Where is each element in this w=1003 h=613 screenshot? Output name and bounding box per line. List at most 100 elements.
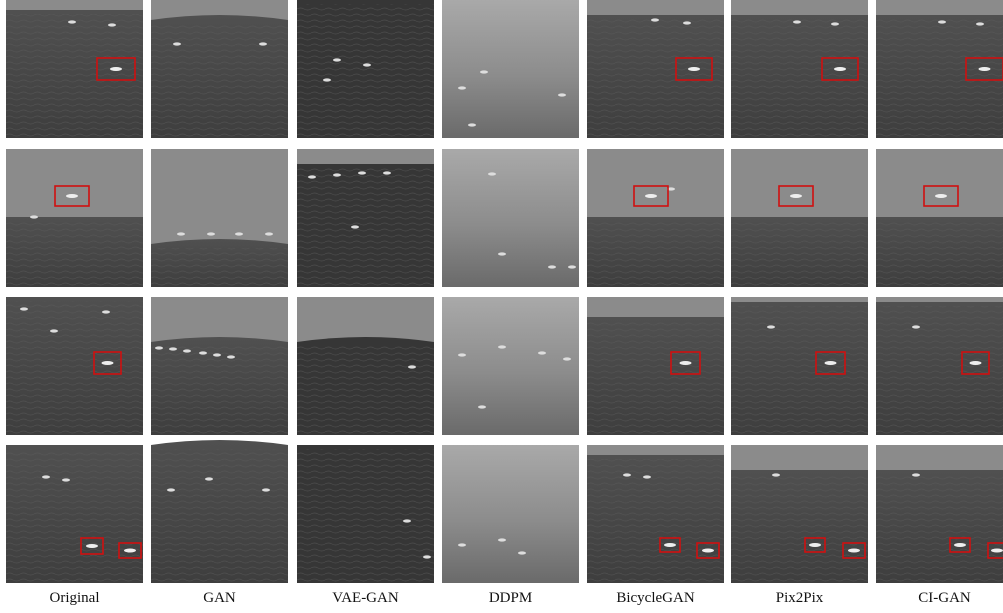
image-tile: [876, 445, 1003, 583]
target: [323, 78, 331, 81]
waves: [6, 301, 143, 435]
target: [790, 194, 802, 198]
target: [623, 473, 631, 476]
target: [102, 310, 110, 313]
image-tile: [731, 0, 868, 138]
target: [183, 349, 191, 352]
target: [265, 232, 273, 235]
target: [538, 351, 546, 354]
target: [68, 20, 76, 23]
target: [308, 175, 316, 178]
target: [848, 549, 860, 553]
target: [954, 543, 966, 547]
target: [688, 67, 700, 71]
image-tile: [731, 297, 868, 435]
image-tile: [297, 0, 434, 138]
target: [124, 549, 136, 553]
waves: [731, 221, 868, 287]
target: [358, 171, 366, 174]
waves: [6, 14, 143, 138]
tile-background: [442, 297, 579, 435]
waves: [731, 474, 868, 583]
target: [970, 361, 982, 365]
waves: [731, 19, 868, 138]
target: [935, 194, 947, 198]
image-tile: [587, 445, 724, 583]
image-tile: [587, 297, 724, 435]
waves: [876, 474, 1003, 583]
target: [458, 353, 466, 356]
target: [702, 549, 714, 553]
target: [30, 215, 38, 218]
target: [458, 86, 466, 89]
target: [66, 194, 78, 198]
target: [177, 232, 185, 235]
image-tile: [876, 149, 1003, 287]
column-label: Original: [50, 590, 100, 606]
waves: [587, 221, 724, 287]
target: [42, 475, 50, 478]
image-tile: [6, 445, 143, 583]
column-label: VAE-GAN: [332, 590, 399, 606]
target: [199, 351, 207, 354]
target: [991, 549, 1003, 553]
target: [498, 538, 506, 541]
target: [333, 58, 341, 61]
target: [235, 232, 243, 235]
target: [683, 21, 691, 24]
image-tile: [442, 149, 579, 287]
image-tile: [731, 445, 868, 583]
figure: OriginalGANVAE-GANDDPMBicycleGANPix2PixC…: [0, 0, 1003, 613]
waves: [731, 306, 868, 435]
target: [262, 488, 270, 491]
target: [213, 353, 221, 356]
target: [478, 405, 486, 408]
image-tile: [151, 297, 288, 435]
waves: [297, 346, 434, 435]
target: [167, 488, 175, 491]
image-tile: [297, 297, 434, 435]
target: [651, 18, 659, 21]
target: [480, 70, 488, 73]
image-tile: [297, 149, 434, 287]
waves: [297, 4, 434, 138]
target: [772, 473, 780, 476]
image-tile: [6, 0, 143, 138]
target: [259, 42, 267, 45]
target: [831, 22, 839, 25]
target: [50, 329, 58, 332]
column-label: DDPM: [489, 590, 532, 606]
target: [498, 252, 506, 255]
waves: [151, 346, 288, 435]
image-tile: [876, 0, 1003, 138]
target: [518, 551, 526, 554]
column-label: Pix2Pix: [776, 590, 824, 606]
target: [563, 357, 571, 360]
image-tile: [442, 297, 579, 435]
target: [645, 194, 657, 198]
image-tile: [151, 440, 288, 583]
target: [643, 475, 651, 478]
waves: [587, 459, 724, 583]
target: [558, 93, 566, 96]
target: [169, 347, 177, 350]
target: [173, 42, 181, 45]
target: [62, 478, 70, 481]
waves: [876, 306, 1003, 435]
target: [498, 345, 506, 348]
image-tile: [151, 0, 288, 138]
target: [568, 265, 576, 268]
waves: [151, 248, 288, 287]
target: [834, 67, 846, 71]
image-tile: [731, 149, 868, 287]
target: [110, 67, 122, 71]
image-tile: [442, 445, 579, 583]
target: [423, 555, 431, 558]
target: [155, 346, 163, 349]
waves: [587, 321, 724, 435]
waves: [6, 221, 143, 287]
target: [351, 225, 359, 228]
image-tile: [297, 445, 434, 583]
target: [108, 23, 116, 26]
target: [20, 307, 28, 310]
